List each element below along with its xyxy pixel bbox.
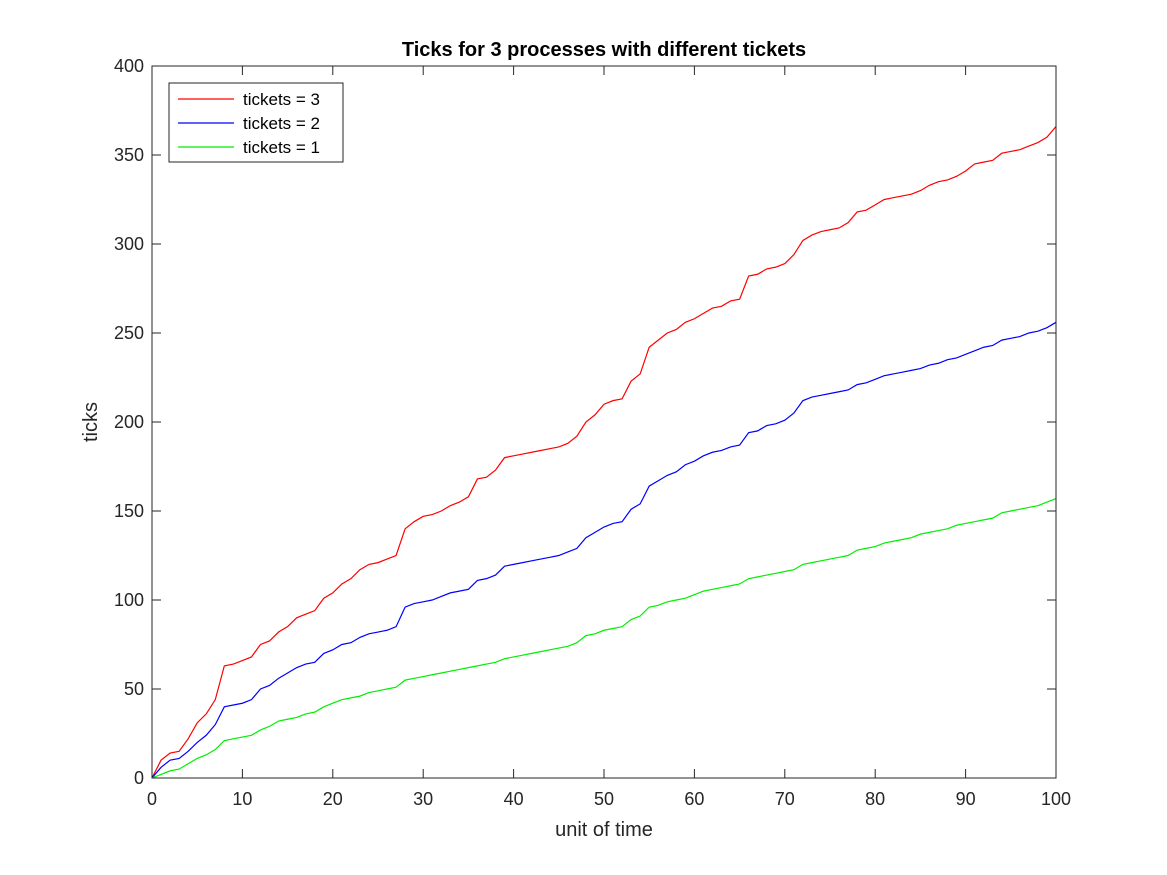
legend-label-1: tickets = 3 — [243, 90, 320, 109]
y-tick-label: 50 — [124, 679, 144, 699]
legend-items: tickets = 3 tickets = 2 tickets = 1 — [178, 90, 320, 157]
plot-area-frame — [151, 65, 1057, 779]
x-tick-label: 30 — [413, 789, 433, 809]
legend-label-2: tickets = 2 — [243, 114, 320, 133]
y-tick-label: 400 — [114, 56, 144, 76]
y-tick-label: 0 — [134, 768, 144, 788]
series-layer — [151, 126, 1057, 779]
x-tick-label: 60 — [684, 789, 704, 809]
y-tick-label: 350 — [114, 145, 144, 165]
x-tick-label: 50 — [594, 789, 614, 809]
x-tick-label: 40 — [504, 789, 524, 809]
y-axis-label: ticks — [80, 402, 102, 442]
chart-title: Ticks for 3 processes with different tic… — [402, 39, 806, 61]
x-tick-label: 100 — [1041, 789, 1071, 809]
y-tick-label: 300 — [114, 234, 144, 254]
y-tick-label: 100 — [114, 590, 144, 610]
y-tick-label: 250 — [114, 323, 144, 343]
series-line-1 — [151, 126, 1057, 779]
ticks-layer: 0 10 20 30 40 50 60 70 80 90 100 0 50 100 150 200 250 300… — [114, 56, 1071, 809]
x-tick-label: 20 — [323, 789, 343, 809]
x-tick-label: 0 — [147, 789, 157, 809]
legend: tickets = 3 tickets = 2 tickets = 1 — [168, 82, 344, 163]
y-tick-label: 200 — [114, 412, 144, 432]
x-axis-label: unit of time — [555, 819, 653, 841]
x-tick-label: 90 — [956, 789, 976, 809]
legend-label-3: tickets = 1 — [243, 138, 320, 157]
x-tick-label: 10 — [232, 789, 252, 809]
series-line-3 — [151, 497, 1057, 779]
y-tick-label: 150 — [114, 501, 144, 521]
series-line-2 — [151, 321, 1057, 779]
x-tick-label: 70 — [775, 789, 795, 809]
x-tick-label: 80 — [865, 789, 885, 809]
